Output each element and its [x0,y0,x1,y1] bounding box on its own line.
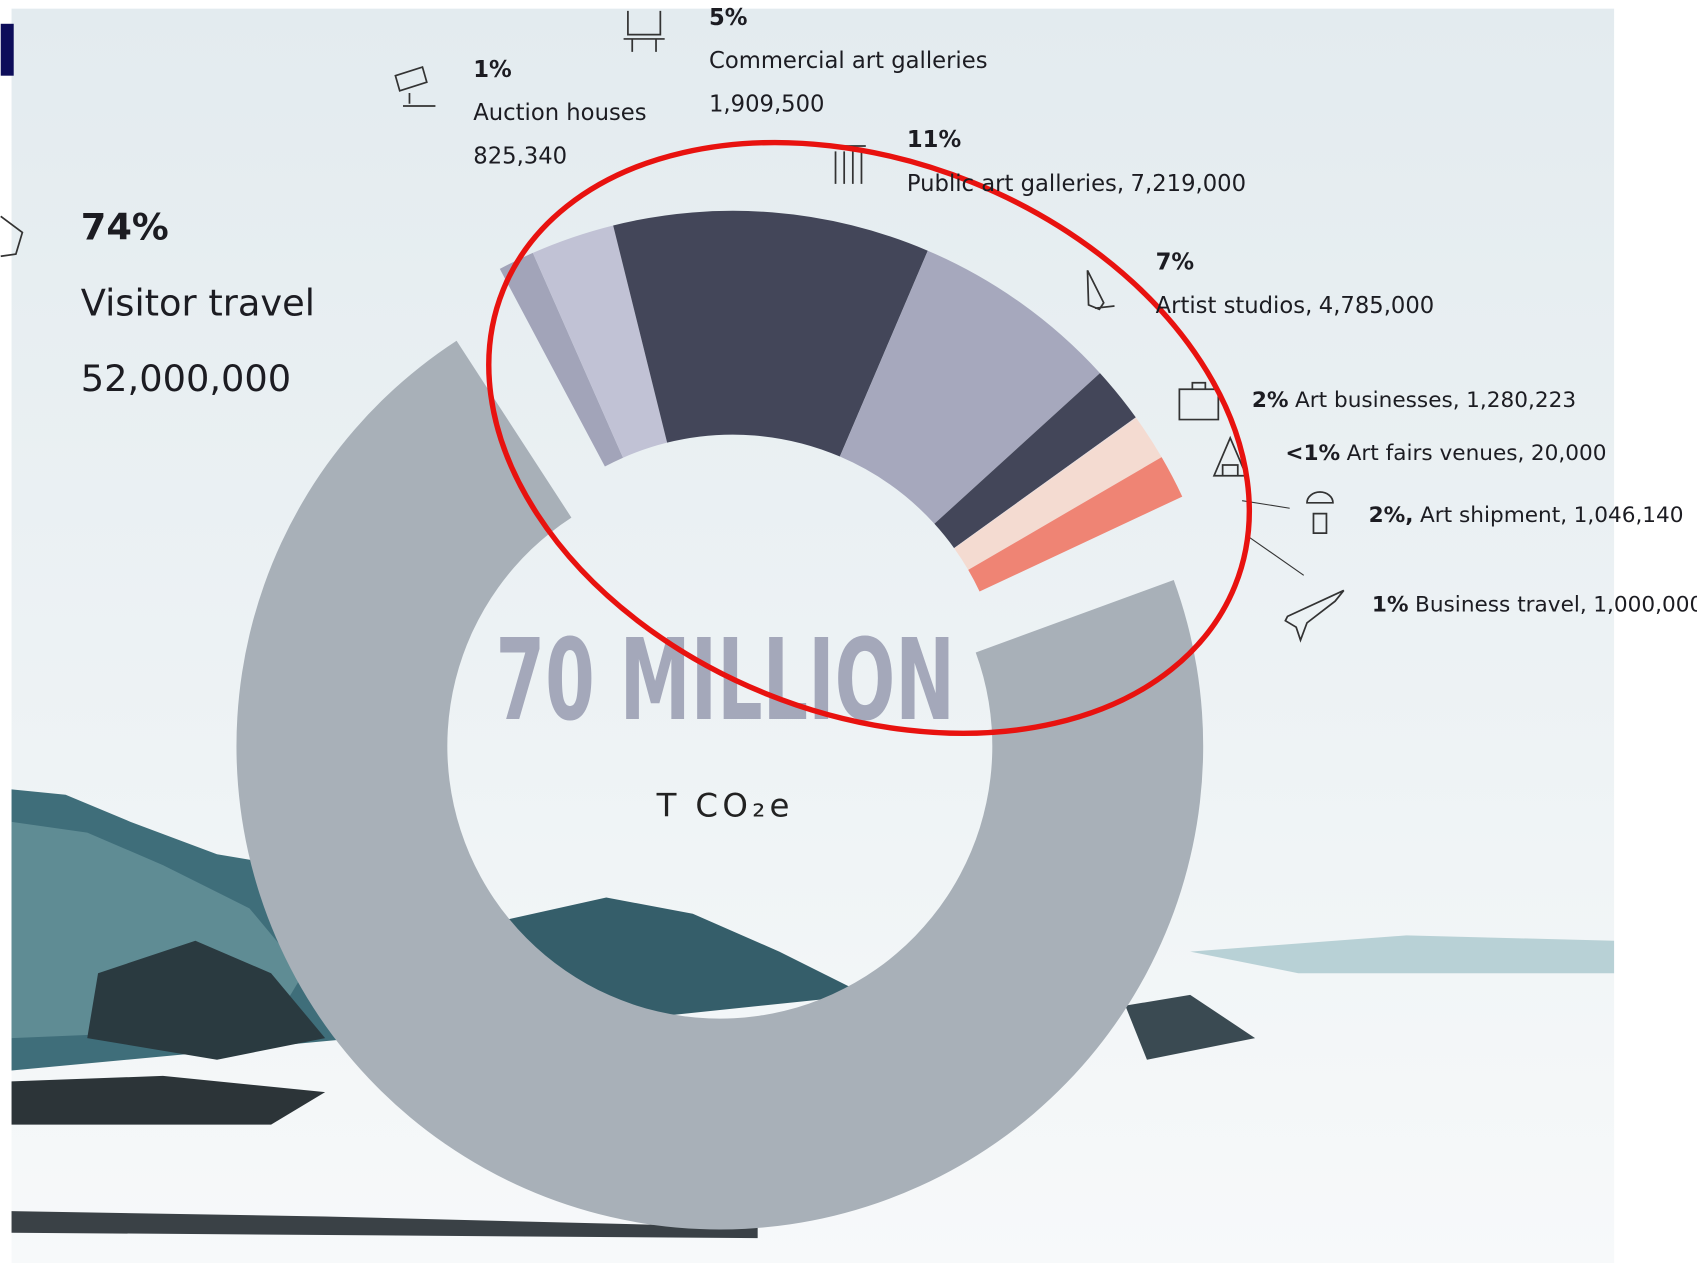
donut-slice [499,252,624,467]
segment-name: Art businesses, [1295,388,1460,413]
value-label: 1,909,500 [709,91,824,117]
donut-slice [613,210,928,457]
percent-label: <1% [1285,441,1340,466]
donut-slice [954,417,1137,549]
segment-name: Art fairs venues, [1347,441,1525,466]
value-label: 825,340 [473,143,567,169]
donut [236,210,1204,1230]
value-label: 1,000,000 [1593,593,1697,618]
segment-label: <1% Art fairs venues, 20,000 [1285,441,1606,466]
value-label: 52,000,000 [81,357,291,400]
percent-label: 5% [709,5,748,31]
segment-name: Auction houses [473,100,646,126]
percent-label: 2% [1252,388,1289,413]
segment-name: Art shipment, [1420,503,1567,528]
labels: 74% Visitor travel 52,000,000 1% Auction hou… [81,5,1697,618]
segment-label: 1% Business travel, 1,000,000 [1372,593,1697,618]
segment-name: Commercial art galleries [709,48,988,74]
percent-label: 2%, [1369,503,1414,528]
segment-name: Artist studios, [1156,293,1313,319]
percent-label: 11% [907,127,962,153]
segment-name: Visitor travel [81,281,315,324]
percent-label: 74% [81,206,169,249]
value-label: 4,785,000 [1319,293,1434,319]
donut-slice [968,457,1183,592]
segment-label: 2%, Art shipment, 1,046,140 [1369,503,1684,528]
highlight-ellipse [486,139,1252,736]
value-label: 1,280,223 [1466,388,1576,413]
donut-slice [954,418,1162,570]
value-label: 20,000 [1531,441,1607,466]
donut-slice [839,250,1100,524]
segment-label: 2% Art businesses, 1,280,223 [1252,388,1576,413]
donut-slice [934,373,1136,549]
percent-label: 1% [473,57,512,83]
donut-slice [236,340,1204,1230]
donut-slice [532,225,668,458]
center-unit: T CO₂e [656,786,794,824]
value-label: 7,219,000 [1131,170,1246,196]
segment-name: Business travel, [1415,593,1587,618]
percent-label: 7% [1156,249,1195,275]
percent-label: 1% [1372,593,1409,618]
segment-label: Artist studios, 4,785,000 [1156,293,1435,319]
title-bar [0,23,14,76]
value-label: 1,046,140 [1574,503,1684,528]
icons [0,10,1345,643]
segment-name: Public art galleries, [907,170,1124,196]
segment-label: Public art galleries, 7,219,000 [907,170,1246,196]
